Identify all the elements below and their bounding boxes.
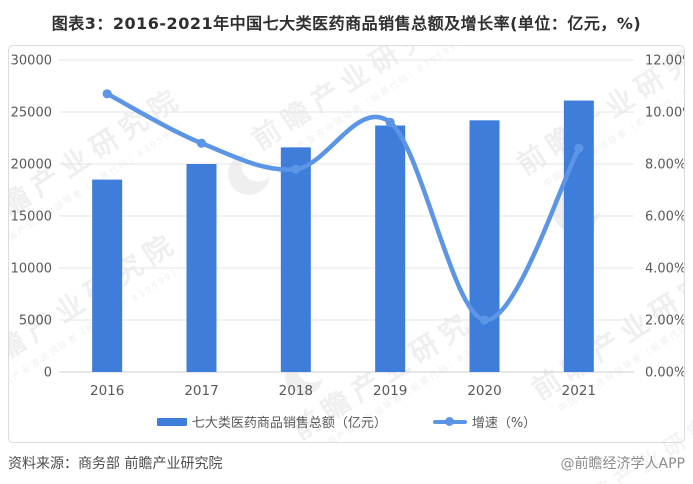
right-axis-tick-label: 2.00% xyxy=(645,314,685,329)
data-source-text: 资料来源：商务部 前瞻产业研究院 xyxy=(8,456,223,472)
credit-text: @前瞻经济学人APP xyxy=(560,456,685,472)
growth-line xyxy=(104,91,582,323)
x-axis-label-2017: 2017 xyxy=(184,383,218,399)
x-axis-label-2020: 2020 xyxy=(467,383,501,399)
left-axis-tick-label: 0 xyxy=(44,366,52,381)
bar-2020 xyxy=(469,120,500,372)
legend-line-marker-icon xyxy=(432,417,467,426)
right-axis-tick-label: 12.00% xyxy=(645,54,685,69)
growth-point-2018 xyxy=(291,164,301,174)
chart-canvas: 0 0.00% 5000 2.00% 10000 4.00% 15000 6.00% 20000… xyxy=(11,54,685,400)
growth-point-2021 xyxy=(574,143,584,153)
bar-2016 xyxy=(92,179,123,372)
growth-point-2020 xyxy=(479,315,490,325)
legend-item-growth[interactable]: 增速（%） xyxy=(432,412,537,431)
left-axis-tick-label: 5000 xyxy=(19,314,52,329)
bar-2018 xyxy=(280,147,311,372)
x-axis-label-2019: 2019 xyxy=(373,383,407,399)
bar-2021 xyxy=(563,100,594,372)
growth-point-2019 xyxy=(385,117,395,127)
chart-legend: 七大类医药商品销售总额（亿元） 增速（%） xyxy=(9,412,684,431)
legend-label-sales: 七大类医药商品销售总额（亿元） xyxy=(191,416,387,431)
x-axis-label-2016: 2016 xyxy=(90,383,124,399)
left-axis-tick-label: 10000 xyxy=(11,262,52,277)
right-axis-tick-label: 10.00% xyxy=(645,106,685,121)
growth-point-2017 xyxy=(196,138,207,148)
bar-2019 xyxy=(375,125,406,373)
left-axis-tick-label: 20000 xyxy=(11,158,52,173)
chart-plot-container: 前瞻产业研究院中国产业咨询领导者（股票代码：839599）前瞻产业研究院中国产业… xyxy=(8,45,685,443)
right-axis-tick-label: 8.00% xyxy=(645,158,685,173)
legend-label-growth: 增速（%） xyxy=(471,416,537,431)
legend-item-sales[interactable]: 七大类医药商品销售总额（亿元） xyxy=(156,412,387,431)
legend-bar-swatch-icon xyxy=(156,417,187,426)
chart-title: 图表3：2016-2021年中国七大类医药商品销售总额及增长率(单位：亿元，%) xyxy=(51,14,642,33)
right-axis-tick-label: 4.00% xyxy=(645,262,685,277)
growth-point-2016 xyxy=(102,89,112,99)
left-axis-tick-label: 15000 xyxy=(11,210,52,225)
left-axis-tick-label: 30000 xyxy=(11,54,52,69)
x-axis-label-2021: 2021 xyxy=(562,383,596,399)
right-axis-tick-label: 6.00% xyxy=(645,210,685,225)
bar-2017 xyxy=(186,164,217,372)
right-axis-tick-label: 0.00% xyxy=(645,366,685,381)
left-axis-tick-label: 25000 xyxy=(11,106,52,121)
x-axis-label-2018: 2018 xyxy=(279,383,313,399)
